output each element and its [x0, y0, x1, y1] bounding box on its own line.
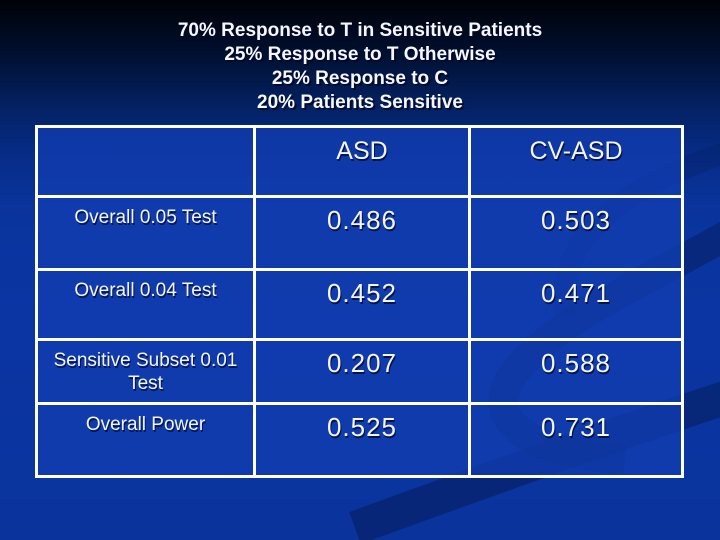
value-cell-asd-row1: 0.486 — [256, 198, 471, 271]
value-cell-cv-asd-row1: 0.503 — [471, 198, 681, 271]
header-empty-cell — [38, 128, 256, 198]
row-label-overall-power: Overall Power — [38, 405, 256, 475]
results-table: ASD CV-ASD Overall 0.05 Test 0.486 0.503… — [35, 125, 684, 478]
row-label-overall-004-test: Overall 0.04 Test — [38, 271, 256, 341]
row-label-sensitive-subset-001-test: Sensitive Subset 0.01 Test — [38, 341, 256, 405]
value-cell-asd-row3: 0.207 — [256, 341, 471, 405]
value-cell-cv-asd-row2: 0.471 — [471, 271, 681, 341]
header-cell-cv-asd: CV-ASD — [471, 128, 681, 198]
value-cell-cv-asd-row4: 0.731 — [471, 405, 681, 475]
row-label-overall-005-test: Overall 0.05 Test — [38, 198, 256, 271]
title-line-4: 20% Patients Sensitive — [257, 92, 463, 113]
title-line-1: 70% Response to T in Sensitive Patients — [177, 20, 543, 41]
title-line-2: 25% Response to T Otherwise — [224, 44, 496, 65]
title-line-3: 25% Response to C — [271, 68, 449, 89]
value-cell-asd-row4: 0.525 — [256, 405, 471, 475]
value-cell-asd-row2: 0.452 — [256, 271, 471, 341]
header-cell-asd: ASD — [256, 128, 471, 198]
slide-title: 70% Response to T in Sensitive Patients … — [0, 19, 720, 115]
value-cell-cv-asd-row3: 0.588 — [471, 341, 681, 405]
